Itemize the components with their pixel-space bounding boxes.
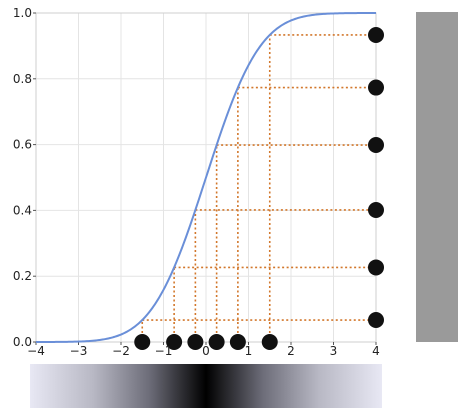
x-tick-label-3: −1 [155,344,173,358]
y-tick-label-0: 0.0 [13,335,32,349]
x-tick-label-5: 1 [245,344,253,358]
x-sample-marker-1 [166,334,183,350]
x-tick-label-4: 0 [202,344,210,358]
y-tick-label-5: 1.0 [13,6,32,20]
x-sample-marker-3 [208,334,225,350]
x-tick-label-0: −4 [27,344,45,358]
y-tick-label-1: 0.2 [13,269,32,283]
cdf-curve-layer [36,12,376,343]
x-sample-marker-4 [229,334,246,350]
y-tick-label-2: 0.4 [13,203,32,217]
x-tick-label-8: 4 [372,344,380,358]
y-tick-label-4: 0.8 [13,72,32,86]
tick-labels: −4 −3 −2 −1 0 1 2 3 4 0.0 0.2 0.4 0.6 0.8 1.0 [13,6,380,358]
y-sample-marker-0 [368,312,384,329]
x-sample-marker-5 [261,334,278,350]
x-tick-label-6: 2 [287,344,295,358]
x-tick-label-2: −2 [112,344,130,358]
x-sample-marker-0 [134,334,151,350]
x-sample-marker-2 [187,334,204,350]
y-sample-marker-2 [368,201,384,218]
density-gradient-bar [30,364,382,408]
y-sample-marker-3 [368,137,384,154]
y-sample-marker-4 [368,79,384,96]
cdf-curve [36,12,376,343]
guide-lines [141,34,376,342]
x-tick-label-7: 3 [330,344,338,358]
probability-bar [416,12,458,342]
x-tick-label-1: −3 [70,344,88,358]
y-sample-marker-1 [368,259,384,276]
y-sample-marker-5 [368,26,384,43]
y-tick-label-3: 0.6 [13,138,32,152]
markers [134,26,384,350]
